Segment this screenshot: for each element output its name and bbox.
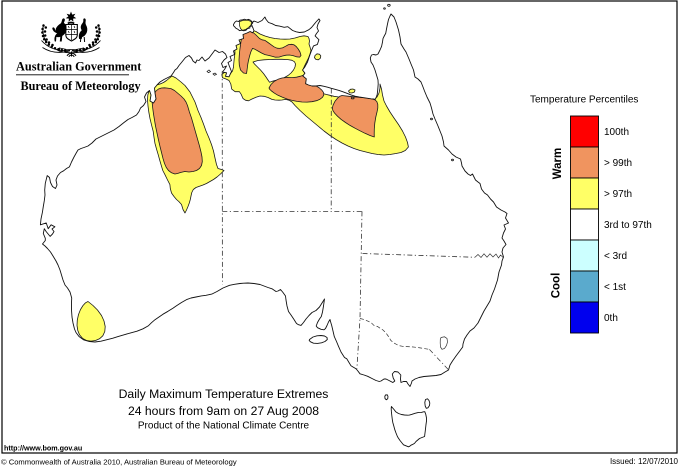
svg-text:Cool: Cool xyxy=(551,273,563,299)
svg-text:Temperature Percentiles: Temperature Percentiles xyxy=(530,95,638,106)
svg-text:< 3rd: < 3rd xyxy=(604,251,627,262)
svg-text:< 1st: < 1st xyxy=(604,282,626,293)
svg-text:Bureau of Meteorology: Bureau of Meteorology xyxy=(21,79,141,93)
svg-text:0th: 0th xyxy=(604,313,618,324)
svg-text:> 99th: > 99th xyxy=(604,158,632,169)
svg-text:100th: 100th xyxy=(604,127,629,138)
svg-text:Issued: 12/07/2010: Issued: 12/07/2010 xyxy=(610,457,679,466)
svg-text:Warm: Warm xyxy=(552,148,564,180)
svg-text:http://www.bom.gov.au: http://www.bom.gov.au xyxy=(4,444,82,453)
svg-text:© Commonwealth of Australia 20: © Commonwealth of Australia 2010, Austra… xyxy=(1,458,237,467)
svg-text:Australian Government: Australian Government xyxy=(16,59,142,73)
svg-text:3rd to 97th: 3rd to 97th xyxy=(604,220,652,231)
svg-text:24 hours from 9am on 27 Aug 20: 24 hours from 9am on 27 Aug 2008 xyxy=(128,404,319,418)
svg-text:Product of the National Climat: Product of the National Climate Centre xyxy=(138,421,310,432)
svg-text:> 97th: > 97th xyxy=(604,189,632,200)
svg-text:Daily Maximum Temperature Extr: Daily Maximum Temperature Extremes xyxy=(119,387,329,401)
